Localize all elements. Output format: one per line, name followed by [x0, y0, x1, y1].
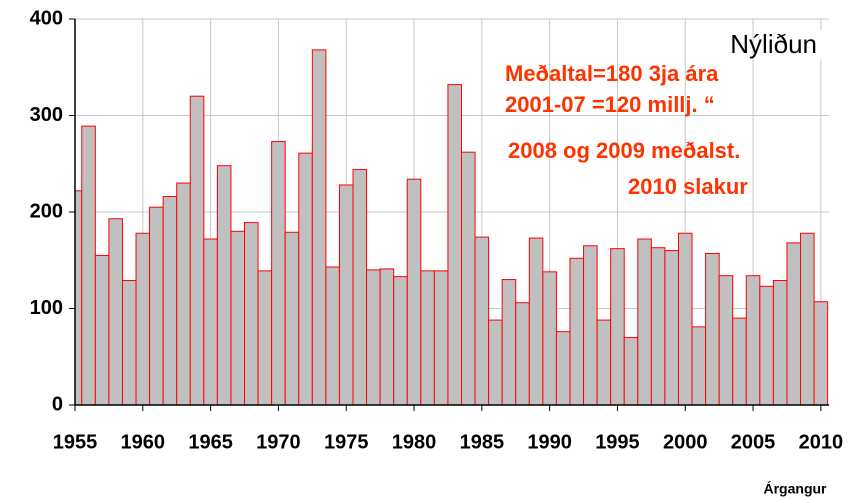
y-tick-label: 100	[30, 297, 63, 319]
bar	[650, 247, 666, 405]
bar	[352, 169, 368, 405]
bar	[637, 238, 652, 405]
x-tick-label: 1990	[527, 431, 572, 453]
x-tick-label: 2005	[731, 431, 776, 453]
bar	[108, 218, 123, 405]
bar	[610, 248, 625, 405]
bar	[298, 152, 313, 405]
annotation: 2010 slakur	[628, 174, 748, 199]
x-tick-label: 1970	[256, 431, 301, 453]
x-tick-label: 1975	[324, 431, 369, 453]
bar	[569, 257, 585, 405]
bar	[515, 302, 530, 405]
bar	[501, 279, 517, 405]
y-tick-label: 300	[30, 104, 63, 126]
bar	[691, 326, 707, 405]
bar	[705, 252, 720, 405]
bar	[244, 222, 259, 405]
bar	[338, 184, 354, 405]
title-bg	[762, 30, 824, 60]
bar	[162, 196, 178, 405]
bar	[759, 285, 774, 405]
x-tick-label: 1960	[121, 431, 166, 453]
bar	[216, 165, 232, 405]
x-tick-label: 1965	[188, 431, 233, 453]
annotation: 2001-07 =120 millj. “	[505, 92, 715, 117]
bar	[447, 84, 462, 405]
bar	[284, 231, 300, 405]
x-tick-label: 2010	[799, 431, 844, 453]
bar	[433, 270, 449, 405]
bar	[718, 275, 734, 405]
bar	[488, 319, 503, 405]
bar	[203, 238, 218, 405]
bar	[94, 254, 110, 405]
bar	[623, 336, 639, 405]
bar	[786, 242, 802, 405]
x-tick-label: 1980	[392, 431, 437, 453]
y-tick-label: 400	[30, 7, 63, 29]
bar	[257, 270, 273, 405]
annotation: 2008 og 2009 meðalst.	[508, 138, 740, 163]
bar	[555, 331, 571, 405]
y-tick-label: 200	[30, 200, 63, 222]
bar	[366, 269, 381, 405]
x-tick-label: 1985	[460, 431, 505, 453]
bar	[230, 230, 246, 405]
x-axis-label: Árgangur	[764, 481, 828, 497]
bars	[75, 49, 829, 405]
bar	[149, 206, 164, 405]
bar	[420, 270, 435, 405]
bar	[271, 141, 286, 405]
x-tick-label: 1995	[595, 431, 640, 453]
bar	[81, 125, 96, 405]
bar	[121, 280, 137, 405]
bar	[406, 178, 422, 405]
bar	[176, 182, 191, 405]
bar	[745, 275, 761, 405]
bar	[583, 245, 598, 405]
bar	[135, 232, 151, 405]
bar	[664, 250, 679, 405]
bar	[474, 236, 490, 405]
bar	[379, 268, 395, 405]
bar	[772, 280, 788, 405]
annotation: Meðaltal=180 3ja ára	[505, 61, 719, 86]
x-tick-label: 2000	[663, 431, 708, 453]
bar	[542, 271, 557, 405]
bar	[813, 301, 829, 405]
y-tick-label: 0	[52, 393, 63, 415]
chart-title: Nýliðun	[730, 29, 817, 59]
x-tick-label: 1955	[53, 431, 98, 453]
bar	[677, 232, 693, 405]
bar	[528, 237, 544, 405]
bar	[393, 276, 408, 405]
bar	[460, 151, 476, 405]
bar	[325, 266, 340, 405]
bar	[732, 317, 747, 405]
bar	[596, 319, 612, 405]
bar	[189, 95, 205, 405]
bar	[311, 49, 327, 405]
bar	[800, 232, 815, 405]
